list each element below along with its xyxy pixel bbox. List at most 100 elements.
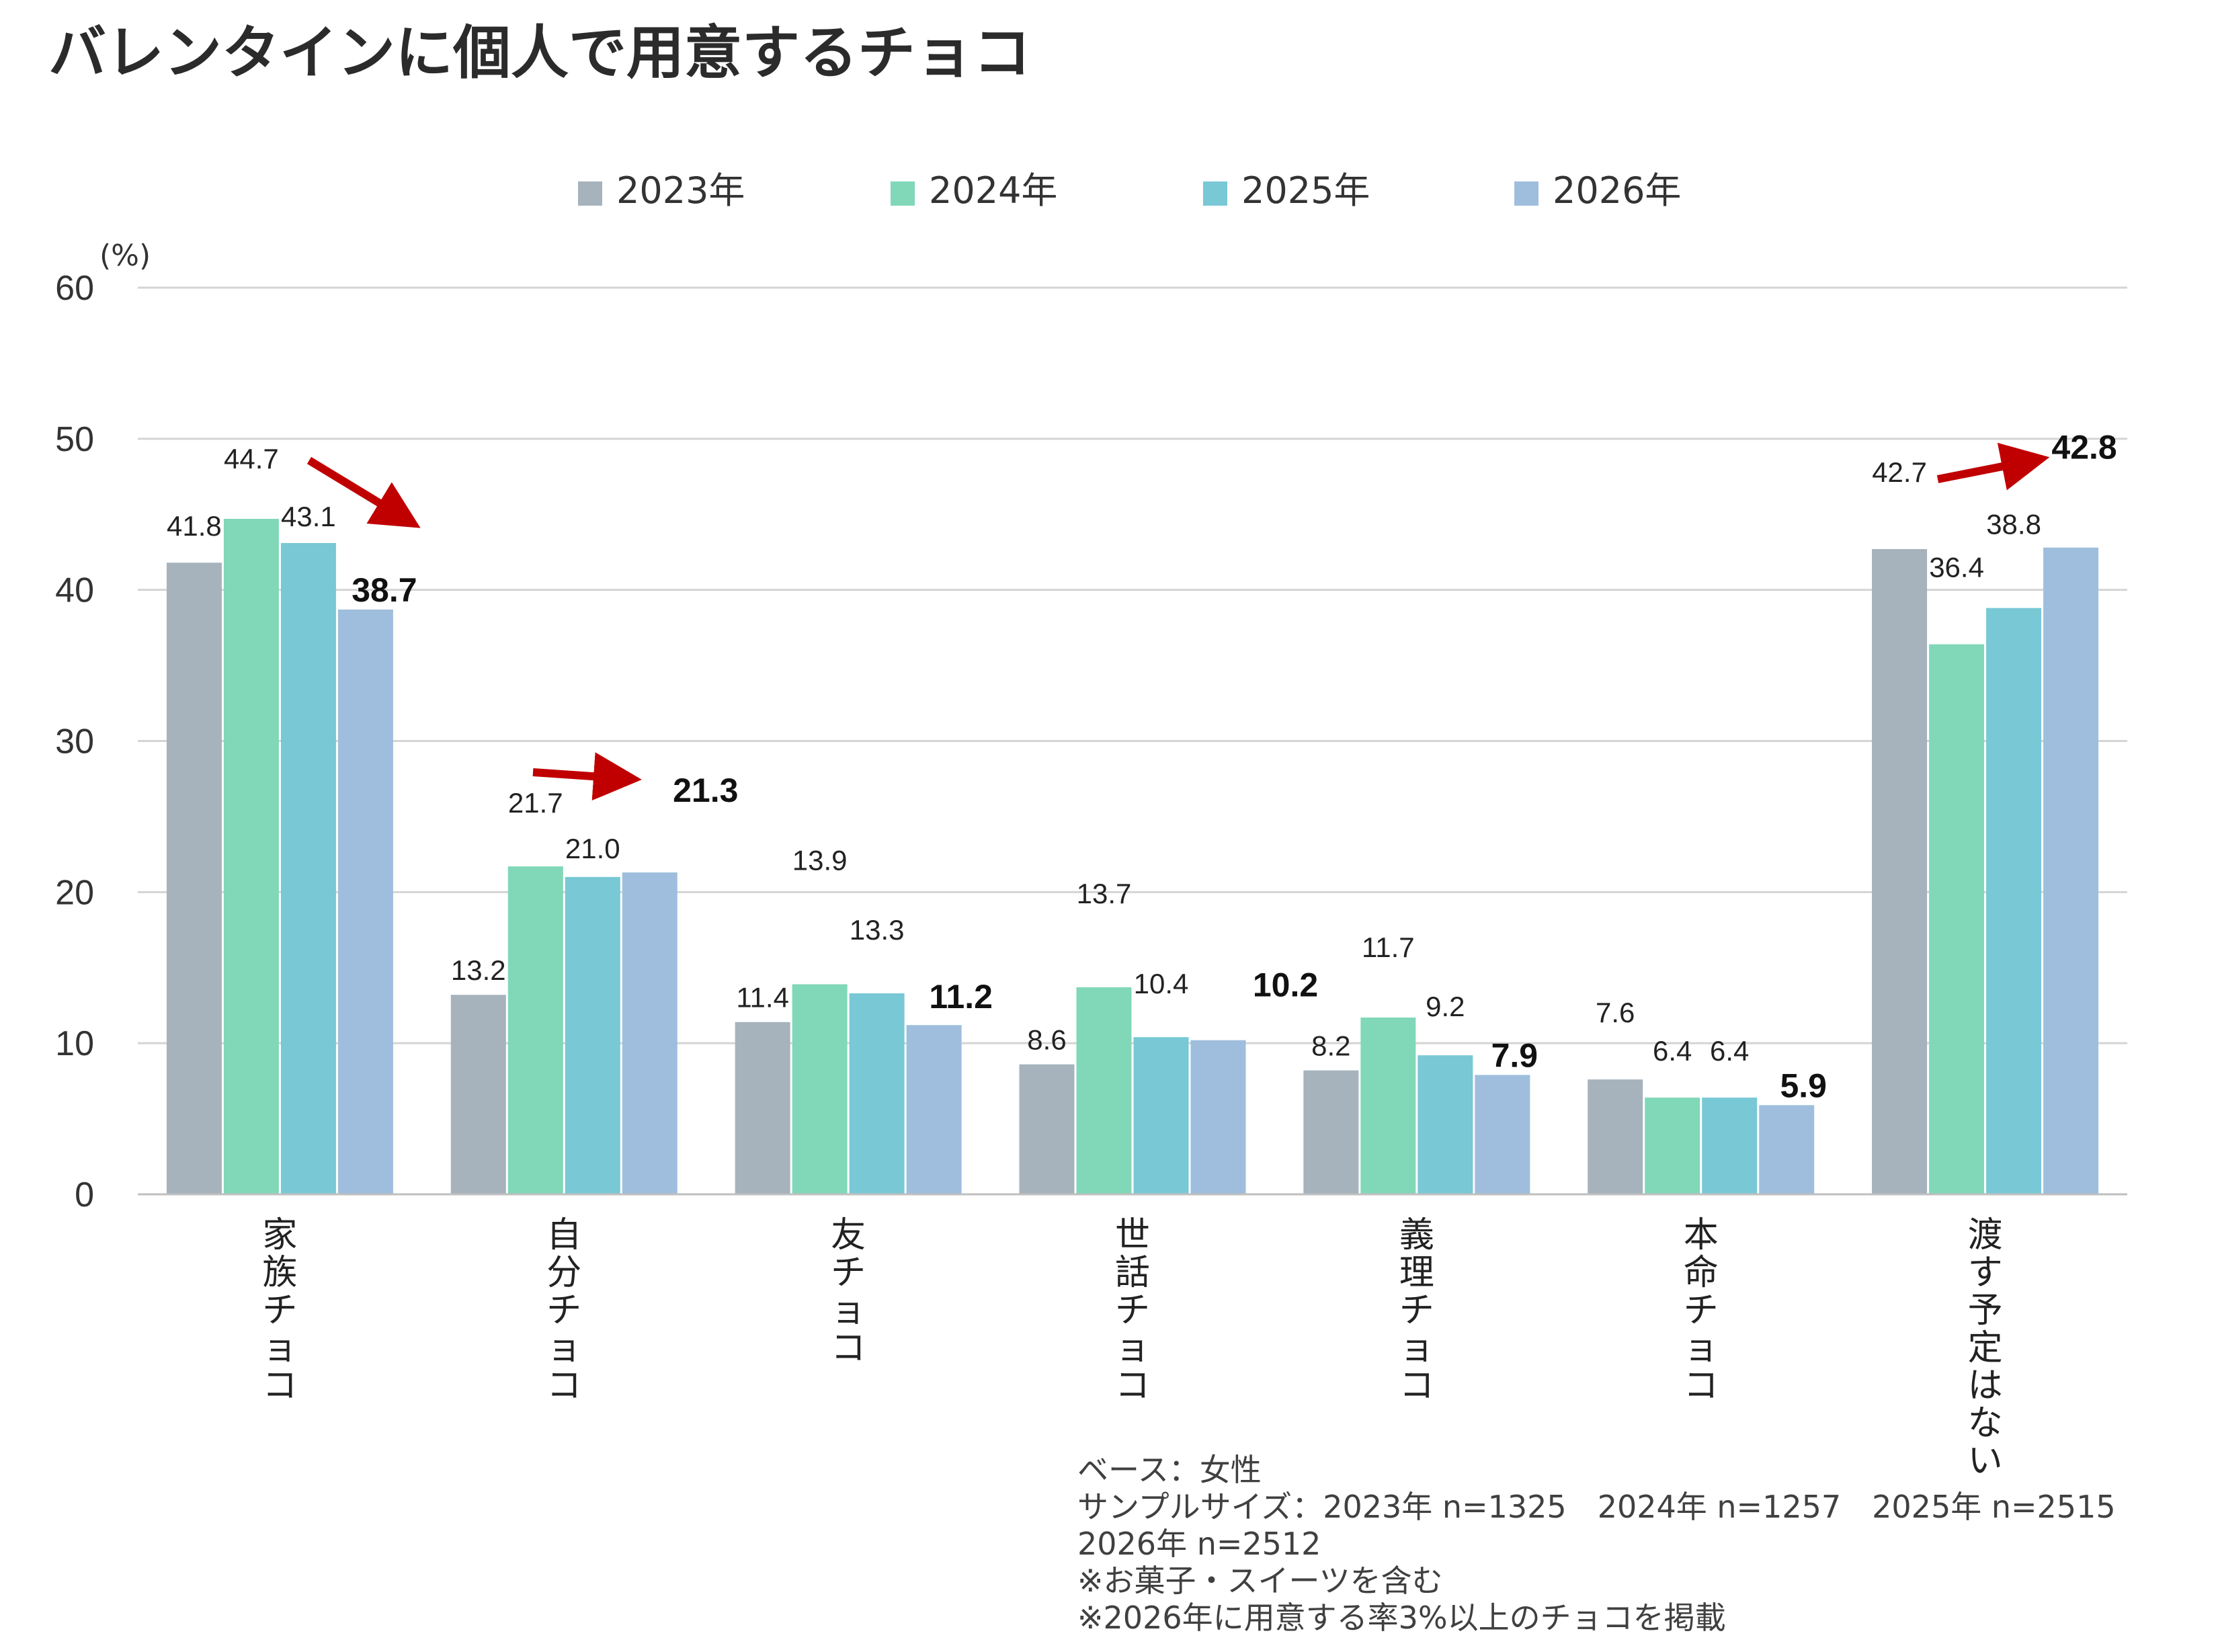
data-label: 21.7 [508, 787, 563, 819]
legend-label: 2024年 [929, 169, 1057, 212]
bar [1588, 1079, 1643, 1194]
data-label: 41.8 [167, 510, 222, 542]
bar [1133, 1037, 1189, 1194]
x-tick-label-char: コ [831, 1328, 866, 1368]
data-label: 7.6 [1596, 997, 1635, 1028]
footnotes: ベース：女性 サンプルサイズ：2023年 n=1325 2024年 n=1257… [1077, 1452, 2116, 1637]
note-base: ベース：女性 [1077, 1452, 1262, 1488]
x-tick-label-char: い [1968, 1441, 2003, 1481]
data-label: 9.2 [1426, 991, 1465, 1022]
note-sweets: ※お菓子・スイーツを含む [1077, 1563, 1443, 1599]
legend-label: 2023年 [616, 169, 745, 212]
note-sample-size: サンプルサイズ：2023年 n=1325 2024年 n=1257 2025年 … [1077, 1489, 2116, 1525]
bar [906, 1025, 962, 1194]
bar [1475, 1075, 1530, 1194]
x-tick-label-char: チ [831, 1253, 866, 1293]
trend-arrow [1936, 442, 2050, 491]
x-tick-label-char: コ [1684, 1366, 1719, 1406]
x-tick-label-char: な [1968, 1403, 2003, 1444]
bar [1019, 1064, 1075, 1194]
legend-swatch [1203, 181, 1227, 206]
data-label: 10.2 [1253, 966, 1318, 1004]
data-label: 5.9 [1780, 1067, 1827, 1104]
data-label: 38.8 [1986, 509, 2041, 540]
data-label: 7.9 [1491, 1036, 1538, 1074]
bar [1702, 1098, 1758, 1194]
data-label: 21.0 [565, 833, 620, 864]
x-tick-label-char: コ [546, 1366, 581, 1406]
bar [1418, 1055, 1473, 1194]
bar [1190, 1040, 1246, 1194]
x-tick-label-char: 分 [546, 1253, 581, 1293]
bar [792, 984, 848, 1194]
y-tick-label: 30 [55, 722, 94, 761]
x-tick-label-char: 友 [831, 1215, 866, 1255]
note-criteria: ※2026年に用意する率3%以上のチョコを掲載 [1077, 1600, 1726, 1636]
data-label: 6.4 [1710, 1035, 1749, 1067]
y-tick-label: 50 [55, 420, 94, 459]
data-label: 11.7 [1362, 932, 1415, 963]
bar [223, 518, 279, 1194]
y-tick-label: 40 [55, 571, 94, 610]
x-tick-label-char: 本 [1684, 1215, 1719, 1255]
data-label: 13.3 [850, 914, 905, 946]
bar [1872, 548, 1928, 1194]
data-label: 44.7 [224, 443, 279, 474]
x-tick-label-char: チ [1684, 1290, 1719, 1331]
bar [1929, 644, 1985, 1194]
data-label: 11.4 [736, 982, 789, 1014]
data-label: 8.2 [1311, 1030, 1350, 1062]
data-label: 21.3 [673, 772, 738, 809]
bar [1986, 608, 2042, 1194]
page-title: バレンタインに個人で用意するチョコ [48, 19, 1031, 87]
legend-swatch [891, 181, 915, 206]
legend-swatch [578, 181, 602, 206]
x-tick-label-char: 世 [1115, 1215, 1150, 1255]
x-tick-label-char: チ [262, 1290, 297, 1331]
bar [849, 993, 905, 1194]
data-label: 13.2 [451, 954, 506, 986]
y-tick-label: 60 [55, 269, 94, 308]
x-tick-label-char: 自 [546, 1215, 581, 1255]
x-tick-label-char: チ [1399, 1290, 1434, 1331]
x-tick-label-char: 予 [1968, 1290, 2003, 1331]
y-axis-unit: (%) [99, 239, 151, 273]
x-tick-label-char: ョ [1684, 1328, 1719, 1368]
x-tick-label-char: 命 [1684, 1253, 1719, 1293]
x-tick-label-char: 家 [262, 1215, 297, 1255]
x-tick-label-char: ョ [1115, 1328, 1150, 1368]
data-label: 36.4 [1929, 552, 1984, 583]
legend-label: 2025年 [1241, 169, 1370, 212]
bar [1076, 987, 1132, 1194]
x-tick-label-char: 義 [1399, 1215, 1434, 1255]
data-label: 38.7 [352, 571, 417, 609]
bar [450, 995, 506, 1194]
legend-label: 2026年 [1553, 169, 1681, 212]
data-label: 42.8 [2051, 429, 2117, 466]
bar [507, 866, 563, 1194]
y-tick-label: 20 [55, 873, 94, 912]
trend-arrow [306, 456, 421, 528]
bar [565, 876, 620, 1194]
x-tick-label-char: チ [546, 1290, 581, 1331]
y-tick-label: 10 [55, 1024, 94, 1063]
x-tick-label-char: 話 [1115, 1253, 1150, 1293]
bar [2043, 547, 2099, 1194]
bar [1360, 1017, 1416, 1194]
data-label: 13.7 [1077, 878, 1132, 909]
x-tick-label-char: 理 [1399, 1253, 1434, 1293]
y-tick-label: 0 [75, 1175, 94, 1214]
data-label: 10.4 [1134, 968, 1189, 999]
data-label: 6.4 [1653, 1035, 1692, 1067]
x-tick-label-char: コ [1115, 1366, 1150, 1406]
x-tick-label-char: ョ [1399, 1328, 1434, 1368]
data-label: 11.2 [929, 978, 993, 1016]
data-label: 43.1 [281, 501, 336, 532]
bar [622, 872, 677, 1194]
bar [280, 542, 336, 1194]
bar [166, 563, 222, 1194]
x-tick-label-char: 渡 [1968, 1215, 2003, 1255]
bar [337, 609, 393, 1194]
bar [1645, 1098, 1700, 1194]
